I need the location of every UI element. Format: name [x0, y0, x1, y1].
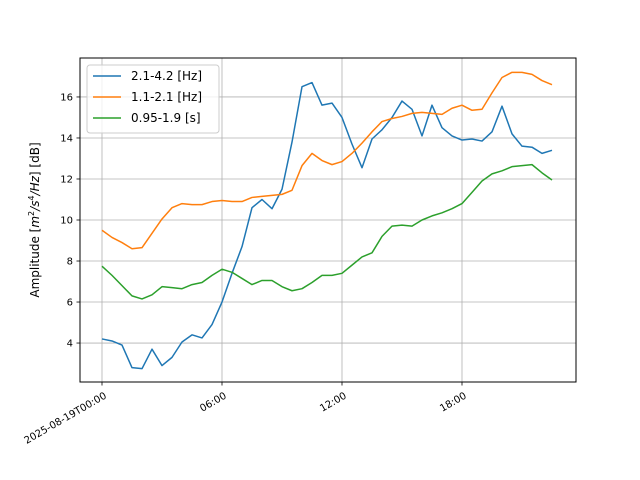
y-axis-label: Amplitude [m2/s4/Hz] [dB] — [27, 142, 42, 297]
y-axis: 4 6 8 10 12 14 16 — [60, 92, 80, 350]
x-tick-label: 2025-08-19T00:00 — [23, 391, 109, 447]
x-tick-label: 18:00 — [438, 391, 468, 415]
series-line-1 — [101, 81, 553, 370]
series-line-3 — [101, 163, 553, 300]
x-tick-label: 12:00 — [318, 391, 348, 415]
y-tick-label: 4 — [67, 339, 73, 350]
y-tick-label: 6 — [67, 298, 73, 309]
legend-box — [86, 64, 220, 134]
y-tick-label: 8 — [67, 257, 73, 268]
legend-label-series-1: 2.1-4.2 [Hz] — [131, 69, 202, 83]
x-axis: 2025-08-19T00:00 06:00 12:00 18:00 — [23, 382, 469, 447]
y-tick-label: 16 — [60, 92, 73, 103]
x-tick-label: 06:00 — [198, 391, 228, 415]
legend: 2.1-4.2 [Hz] 1.1-2.1 [Hz] 0.95-1.9 [s] — [86, 64, 220, 134]
y-tick-label: 14 — [60, 133, 73, 144]
legend-label-series-3: 0.95-1.9 [s] — [131, 111, 201, 125]
series-lines — [101, 71, 553, 370]
y-tick-label: 10 — [60, 216, 73, 227]
y-tick-label: 12 — [60, 174, 73, 185]
series-line-2 — [101, 71, 553, 250]
legend-label-series-2: 1.1-2.1 [Hz] — [131, 90, 202, 104]
